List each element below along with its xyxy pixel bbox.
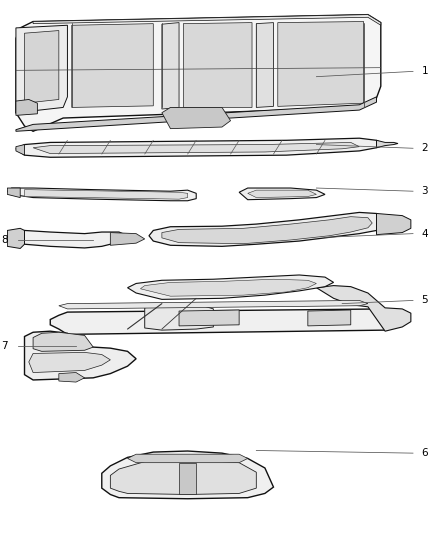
PathPatch shape bbox=[59, 373, 85, 382]
PathPatch shape bbox=[16, 100, 37, 115]
Text: 2: 2 bbox=[422, 143, 428, 154]
PathPatch shape bbox=[377, 214, 411, 235]
Text: 7: 7 bbox=[2, 341, 8, 351]
Text: 8: 8 bbox=[2, 235, 8, 245]
PathPatch shape bbox=[239, 188, 325, 200]
PathPatch shape bbox=[256, 22, 273, 108]
PathPatch shape bbox=[145, 304, 213, 330]
PathPatch shape bbox=[162, 216, 372, 244]
Text: 5: 5 bbox=[422, 295, 428, 305]
PathPatch shape bbox=[50, 309, 402, 334]
PathPatch shape bbox=[377, 140, 398, 148]
PathPatch shape bbox=[127, 275, 334, 300]
PathPatch shape bbox=[316, 286, 411, 331]
PathPatch shape bbox=[33, 14, 381, 25]
PathPatch shape bbox=[162, 22, 179, 109]
PathPatch shape bbox=[162, 108, 230, 128]
PathPatch shape bbox=[7, 188, 196, 201]
PathPatch shape bbox=[16, 144, 25, 155]
PathPatch shape bbox=[110, 232, 145, 245]
PathPatch shape bbox=[25, 30, 59, 103]
PathPatch shape bbox=[102, 451, 273, 499]
PathPatch shape bbox=[7, 230, 127, 248]
PathPatch shape bbox=[141, 279, 316, 296]
PathPatch shape bbox=[110, 459, 256, 495]
PathPatch shape bbox=[16, 138, 385, 157]
PathPatch shape bbox=[29, 352, 110, 373]
PathPatch shape bbox=[16, 25, 67, 113]
PathPatch shape bbox=[149, 213, 385, 246]
PathPatch shape bbox=[25, 190, 187, 199]
PathPatch shape bbox=[179, 463, 196, 495]
Text: 4: 4 bbox=[422, 229, 428, 239]
PathPatch shape bbox=[7, 228, 25, 248]
PathPatch shape bbox=[248, 190, 316, 198]
PathPatch shape bbox=[278, 21, 364, 107]
PathPatch shape bbox=[127, 454, 248, 463]
PathPatch shape bbox=[7, 188, 20, 198]
PathPatch shape bbox=[33, 332, 93, 351]
PathPatch shape bbox=[179, 310, 239, 326]
PathPatch shape bbox=[33, 142, 359, 154]
Text: 1: 1 bbox=[422, 67, 428, 76]
PathPatch shape bbox=[308, 310, 351, 326]
PathPatch shape bbox=[25, 331, 136, 380]
PathPatch shape bbox=[59, 301, 368, 309]
PathPatch shape bbox=[184, 22, 252, 108]
PathPatch shape bbox=[16, 14, 381, 131]
PathPatch shape bbox=[16, 97, 377, 131]
Text: 3: 3 bbox=[422, 186, 428, 196]
PathPatch shape bbox=[72, 23, 153, 108]
Text: 6: 6 bbox=[422, 448, 428, 458]
